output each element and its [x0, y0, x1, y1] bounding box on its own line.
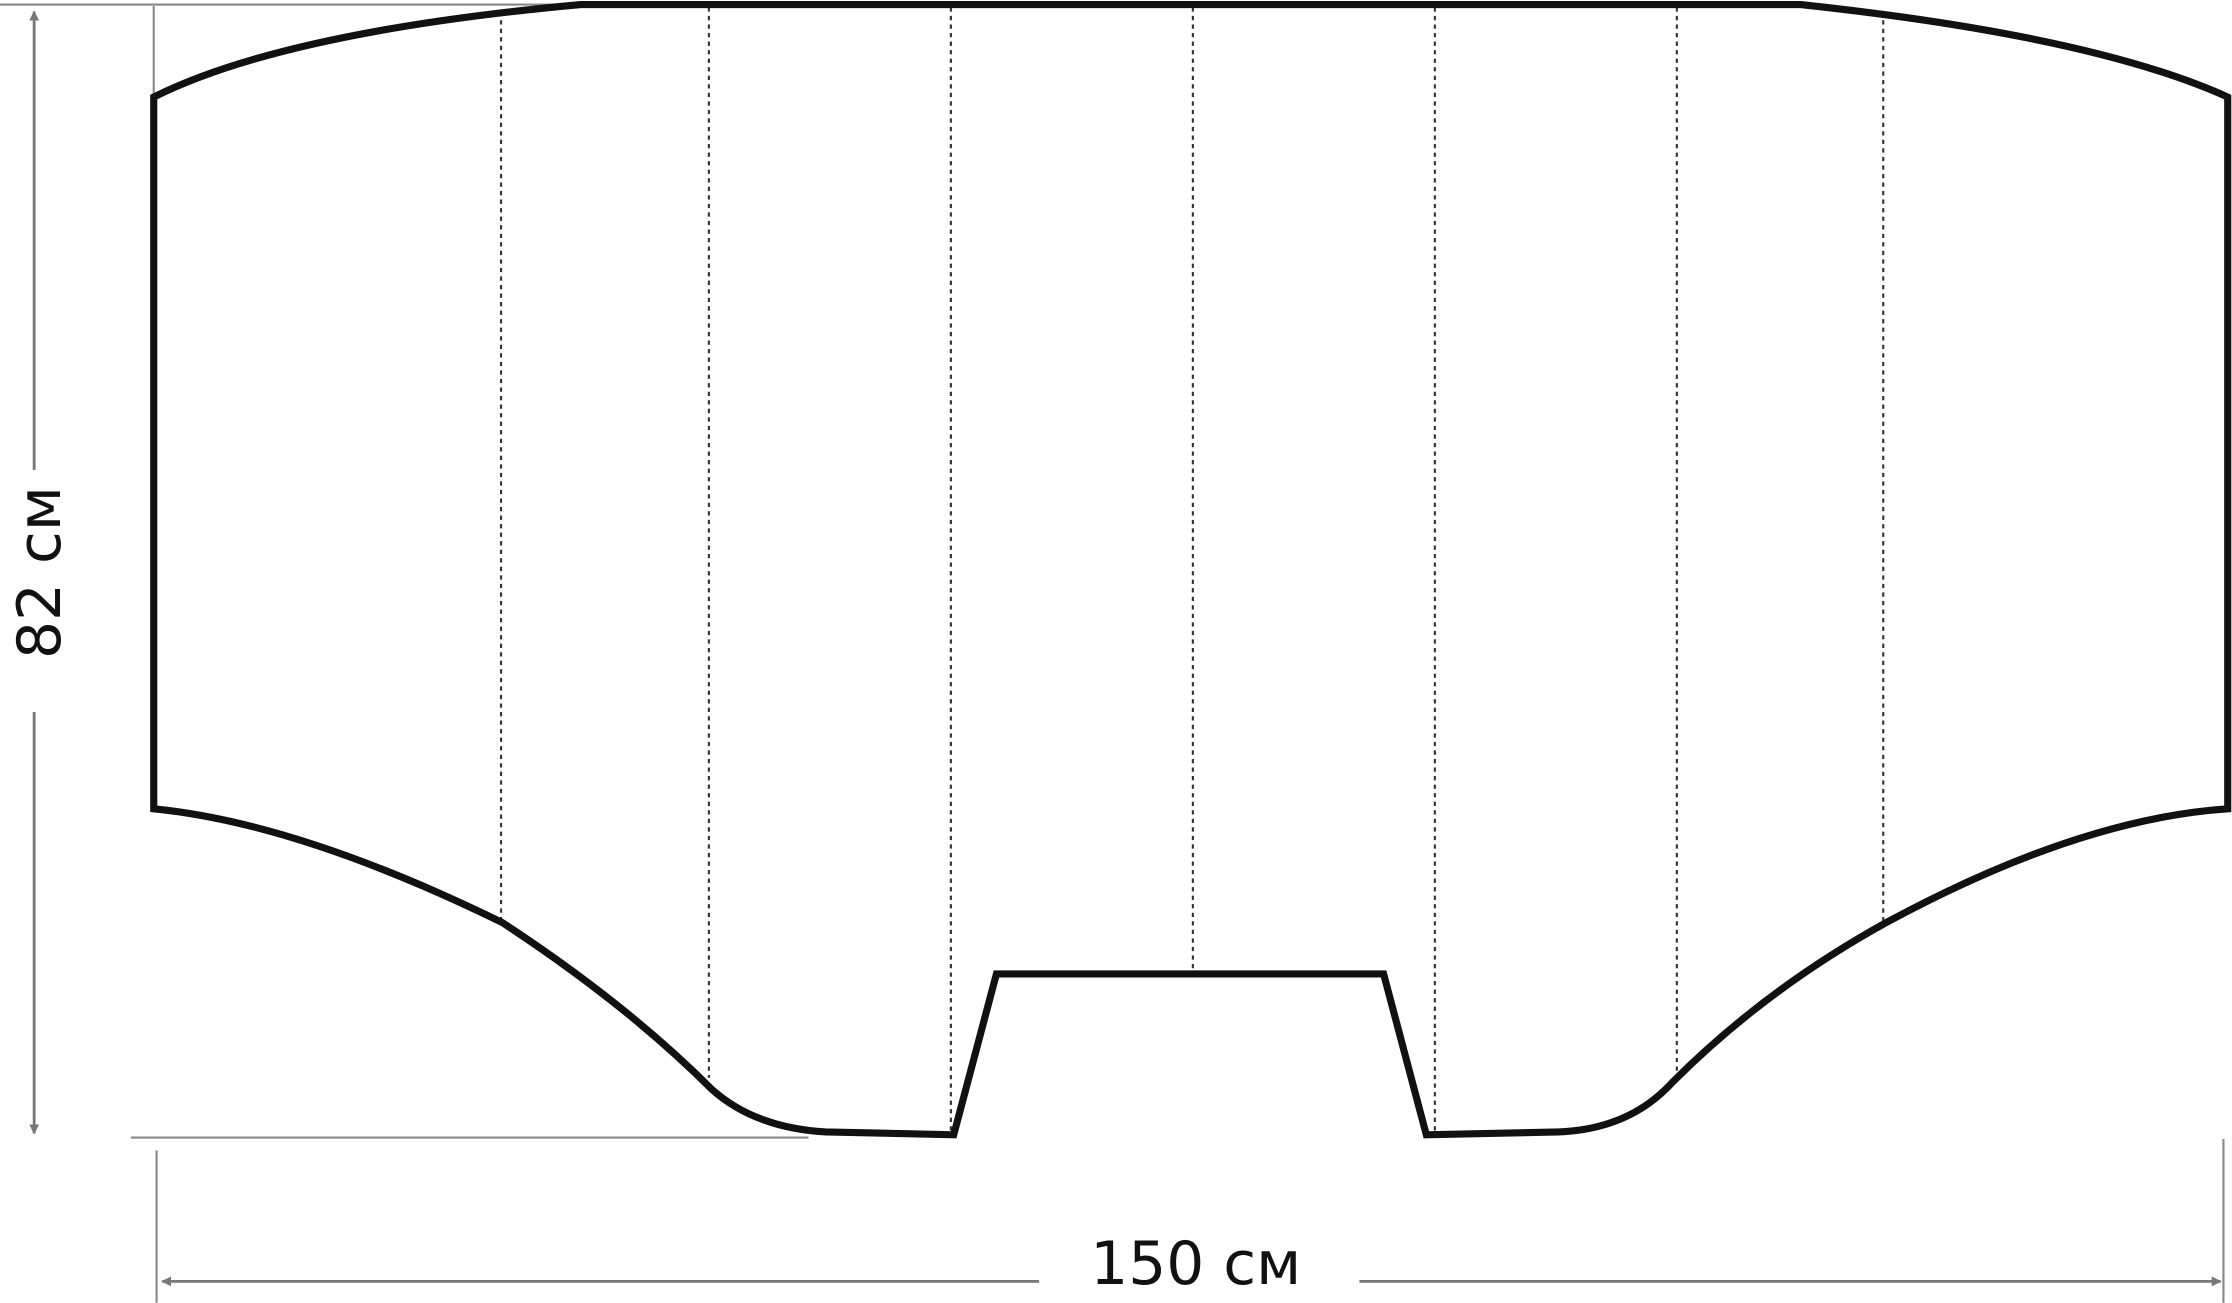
fold-lines — [499, 7, 1885, 1131]
extension-lines — [0, 3, 2225, 1303]
pattern-outline — [150, 0, 2232, 1139]
height-label: 82 см — [6, 486, 75, 659]
width-label: 150 см — [1090, 1230, 1301, 1299]
